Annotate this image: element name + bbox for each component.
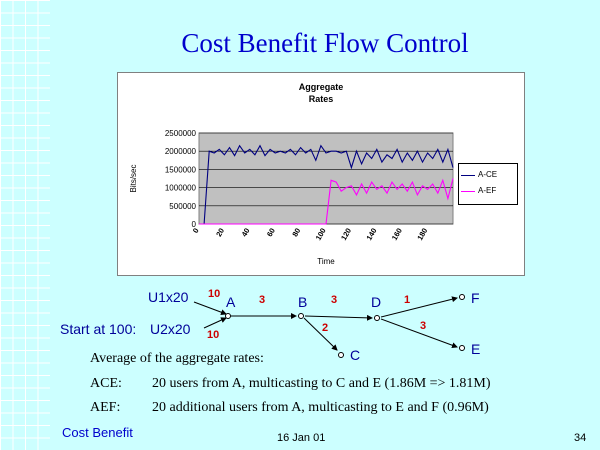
node-d [374, 315, 380, 321]
edge-b-d [304, 314, 373, 321]
node-c-label: C [350, 347, 361, 363]
weight-b-c: 2 [322, 322, 329, 334]
edge-u2-a [203, 317, 227, 329]
y-tick-label: 500000 [169, 202, 196, 211]
aggregate-rates-chart: Aggregate Rates 0 500000 1000000 1500000 20000… [117, 72, 525, 276]
aef-description: 20 additional users from A, multicasting… [152, 400, 489, 415]
legend-swatch-aef [461, 191, 475, 192]
node-d-label: D [371, 294, 382, 310]
y-tick-label: 1000000 [165, 184, 197, 193]
x-tick-label: 0 [191, 227, 201, 235]
aef-label: AEF: [90, 400, 121, 415]
footer-page-number: 34 [574, 432, 587, 444]
chart-legend: A-CE A-EF [458, 163, 518, 205]
u2-label: U2x20 [150, 321, 191, 337]
legend-swatch-ace [461, 175, 475, 176]
weight-d-e: 3 [420, 320, 427, 332]
node-c [338, 352, 344, 358]
x-tick-label: 80 [290, 227, 302, 239]
chart-svg: Aggregate Rates 0 500000 1000000 1500000 20000… [129, 82, 454, 266]
y-tick-label: 2500000 [165, 129, 197, 138]
x-tick-label: 40 [240, 227, 252, 239]
edge-b-c [303, 317, 338, 351]
node-f [459, 294, 465, 300]
weight-u1-a: 10 [208, 288, 221, 300]
node-b [298, 313, 304, 319]
node-a-label: A [226, 294, 236, 310]
y-tick-label: 0 [192, 220, 197, 229]
weight-a-b: 3 [259, 294, 266, 306]
ace-label: ACE: [90, 376, 122, 391]
node-b-label: B [298, 294, 308, 310]
y-tick-label: 2000000 [165, 147, 197, 156]
start-label: Start at 100: [60, 321, 137, 337]
weight-d-f: 1 [404, 294, 411, 306]
decorative-grid [0, 0, 50, 450]
node-a [225, 313, 231, 319]
x-tick-label: 20 [214, 227, 226, 239]
legend-label-ace: A-CE [478, 170, 498, 179]
footer-date: 16 Jan 01 [277, 432, 326, 444]
legend-label-aef: A-EF [478, 186, 497, 195]
weight-b-d: 3 [331, 294, 338, 306]
x-axis-label: Time [317, 257, 335, 266]
chart-title-line: Rates [309, 94, 334, 104]
weight-u2-a: 10 [207, 329, 220, 341]
average-heading: Average of the aggregate rates: [90, 351, 264, 366]
edge-u1-a [193, 301, 227, 316]
edge-d-e [380, 318, 458, 349]
node-e [459, 345, 465, 351]
slide-title: Cost Benefit Flow Control [181, 28, 469, 58]
series-line-a-ef [199, 178, 454, 225]
edge-d-f [380, 296, 458, 318]
chart-title-line: Aggregate [299, 82, 344, 92]
node-e-label: E [471, 341, 481, 357]
series-line-a-ce [199, 144, 454, 225]
footer-left: Cost Benefit [62, 425, 133, 440]
node-f-label: F [471, 290, 480, 306]
y-axis-label: Bits/sec [129, 164, 138, 192]
y-tick-label: 1500000 [165, 165, 197, 174]
ace-description: 20 users from A, multicasting to C and E… [152, 376, 491, 391]
x-tick-label: 60 [265, 227, 277, 239]
u1-label: U1x20 [148, 289, 189, 305]
